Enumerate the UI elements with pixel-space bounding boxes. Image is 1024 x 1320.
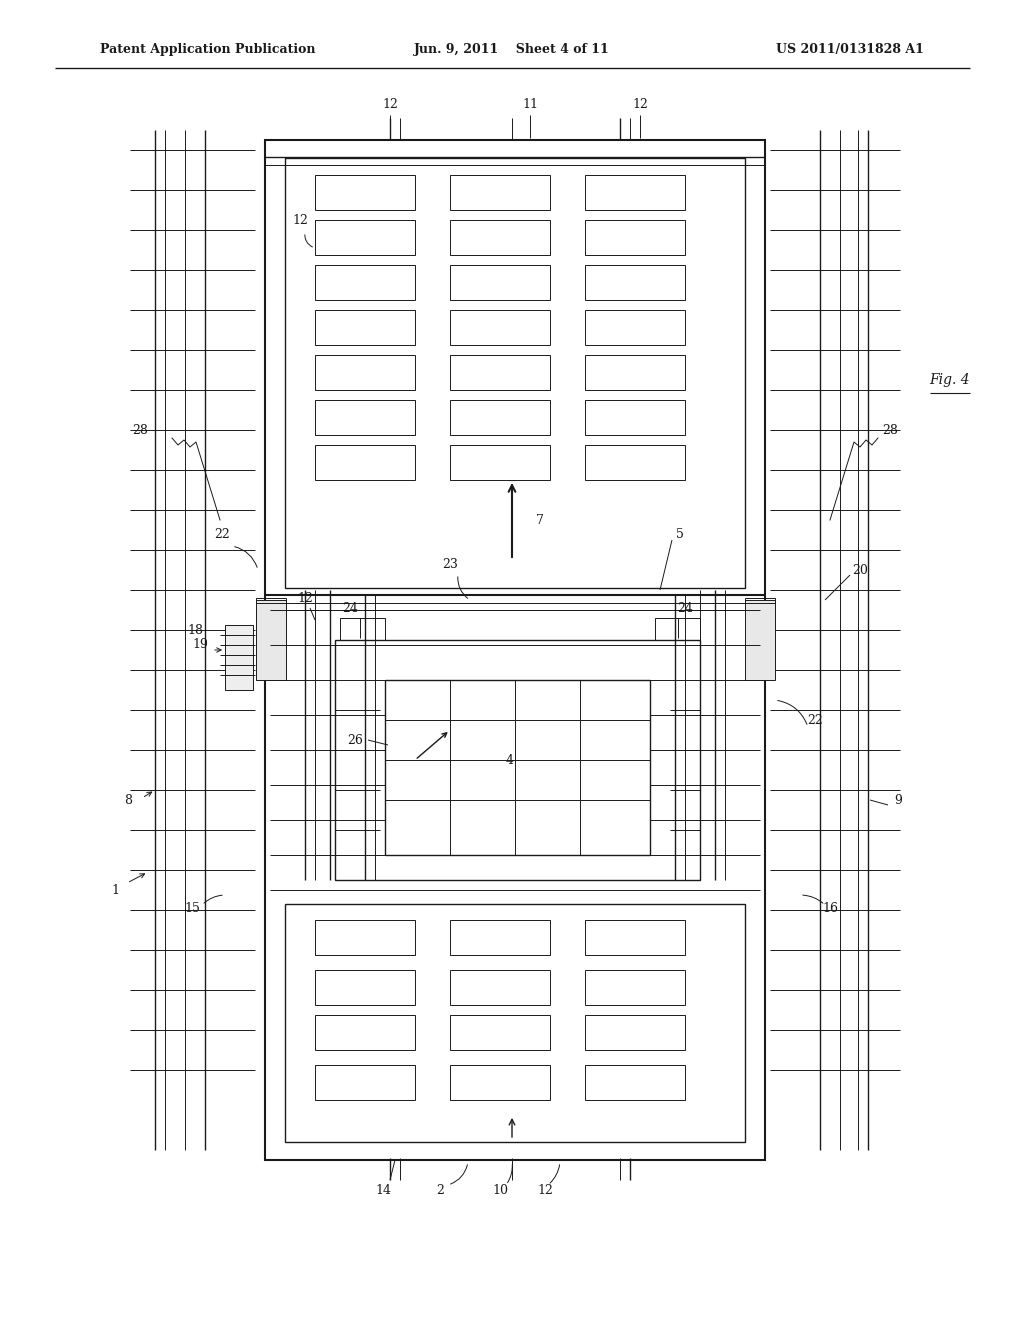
Text: 22: 22	[807, 714, 823, 726]
Text: 15: 15	[184, 902, 200, 915]
Bar	[340, 618, 385, 640]
Text: 12: 12	[632, 99, 648, 111]
Bar	[315, 310, 415, 345]
Bar	[450, 920, 550, 954]
Text: US 2011/0131828 A1: US 2011/0131828 A1	[776, 44, 924, 57]
Text: 1: 1	[111, 883, 119, 896]
Bar	[315, 355, 415, 389]
Text: 2: 2	[436, 1184, 444, 1196]
Text: Jun. 9, 2011    Sheet 4 of 11: Jun. 9, 2011 Sheet 4 of 11	[414, 44, 610, 57]
Text: 12: 12	[382, 99, 398, 111]
Text: 19: 19	[193, 639, 208, 652]
Bar	[450, 310, 550, 345]
Bar	[315, 265, 415, 300]
Bar	[225, 624, 253, 690]
Bar	[585, 400, 685, 436]
Bar	[585, 445, 685, 480]
Text: 10: 10	[492, 1184, 508, 1196]
Bar	[285, 158, 745, 587]
Bar	[450, 445, 550, 480]
Bar	[385, 680, 650, 855]
Bar	[315, 1015, 415, 1049]
Bar	[745, 601, 775, 680]
Text: 16: 16	[822, 902, 838, 915]
Text: 8: 8	[124, 793, 132, 807]
Bar	[450, 1065, 550, 1100]
Bar	[450, 176, 550, 210]
Bar	[315, 1065, 415, 1100]
Bar	[265, 140, 765, 1160]
Bar	[450, 355, 550, 389]
Bar	[450, 970, 550, 1005]
Bar	[585, 176, 685, 210]
Text: 12: 12	[297, 591, 313, 605]
Bar	[256, 598, 286, 603]
Bar	[285, 904, 745, 1142]
Text: 18: 18	[187, 623, 203, 636]
Bar	[745, 598, 775, 603]
Text: 23: 23	[442, 558, 458, 572]
Text: Fig. 4: Fig. 4	[930, 374, 971, 387]
Bar	[585, 1065, 685, 1100]
Bar	[315, 920, 415, 954]
Text: 14: 14	[375, 1184, 391, 1196]
Bar	[655, 618, 700, 640]
Text: 26: 26	[347, 734, 362, 747]
Bar	[585, 355, 685, 389]
Bar	[315, 445, 415, 480]
Bar	[315, 970, 415, 1005]
Bar	[315, 176, 415, 210]
Bar	[315, 400, 415, 436]
Text: 5: 5	[676, 528, 684, 541]
Text: 4: 4	[506, 754, 514, 767]
Text: 24: 24	[342, 602, 358, 615]
Text: 12: 12	[537, 1184, 553, 1196]
Text: 20: 20	[852, 564, 868, 577]
Text: 7: 7	[536, 513, 544, 527]
Text: 28: 28	[132, 424, 147, 437]
Bar	[450, 400, 550, 436]
Bar	[585, 920, 685, 954]
Bar	[585, 265, 685, 300]
Text: Patent Application Publication: Patent Application Publication	[100, 44, 315, 57]
Bar	[315, 220, 415, 255]
Bar	[585, 310, 685, 345]
Bar	[450, 1015, 550, 1049]
Text: 12: 12	[292, 214, 308, 227]
Text: 28: 28	[882, 424, 898, 437]
Bar	[256, 601, 286, 680]
Text: 9: 9	[894, 793, 902, 807]
Bar	[450, 220, 550, 255]
Bar	[585, 1015, 685, 1049]
Text: 11: 11	[522, 99, 538, 111]
Bar	[450, 265, 550, 300]
Bar	[335, 640, 700, 880]
Text: 22: 22	[214, 528, 229, 541]
Bar	[585, 220, 685, 255]
Text: 24: 24	[677, 602, 693, 615]
Bar	[585, 970, 685, 1005]
